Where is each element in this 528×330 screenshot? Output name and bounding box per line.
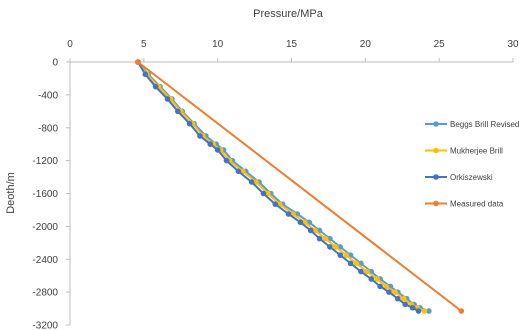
data-point [142,71,149,78]
data-point [197,133,203,139]
data-point [207,141,214,147]
legend-item: Beggs Brill Revised [425,120,519,129]
data-point [307,227,314,234]
y-tick-label: -3200 [32,321,58,330]
legend-swatch-marker [433,174,439,180]
data-point [265,190,271,197]
legend-label: Measured data [450,200,504,209]
data-point [312,227,318,234]
data-point [272,201,279,207]
axes: 0 5 10 15 20 25 30 0 -400 -800 -1200 -1600 -2000 -240… [32,39,519,330]
data-point [426,308,432,314]
y-axis-title: Deoth/m [5,172,17,214]
x-axis-title: Pressure/MPa [253,8,324,20]
series-line [137,61,462,312]
x-tick-label: 25 [434,39,446,50]
data-point [327,244,333,250]
plot-area [135,59,465,314]
legend-item: Measured data [425,200,504,209]
data-point [152,83,159,90]
series-beggs-brill-revised [135,59,432,314]
legend-label: Beggs Brill Revised [450,120,519,129]
data-point [253,179,259,185]
data-point [260,190,267,197]
data-point [248,179,255,185]
series-measured-data [135,59,465,314]
y-tick-label: -1200 [32,156,58,167]
x-tick-label: 30 [507,39,519,50]
data-point [377,283,383,290]
x-tick-label: 10 [212,39,224,50]
data-point [374,276,380,282]
y-tick-label: -2400 [32,255,58,266]
data-point [364,268,370,275]
data-point [386,289,392,295]
legend-item: Orkiszewski [425,173,493,182]
legend-swatch-marker [433,200,439,207]
data-point [235,168,242,175]
data-point [402,301,409,308]
x-tick-label: 20 [360,39,372,50]
series-line [137,61,430,312]
data-point [358,268,364,275]
x-tick-label: 0 [67,39,73,50]
series-line [137,61,425,312]
data-point [322,235,329,242]
y-tick-label: -400 [38,90,58,101]
x-tick-label: 15 [286,39,298,50]
data-point [316,235,323,242]
y-tick-label: -1600 [32,189,58,200]
series-line [137,61,419,312]
data-point [135,59,141,65]
data-point [347,260,354,267]
data-point [337,252,344,258]
data-point [343,252,349,258]
legend-label: Mukherjee Brill [450,147,503,156]
legend: Beggs Brill Revised Mukherjee Brill Orkisz… [425,120,519,209]
data-point [297,219,304,226]
series-orkiszewski [135,59,422,314]
y-tick-label: 0 [52,58,58,69]
legend-item: Mukherjee Brill [425,147,503,156]
data-point [392,289,398,295]
y-tick-label: -2800 [32,288,58,299]
data-point [458,308,465,314]
series-mukherjee-brill [135,59,428,314]
data-point [285,211,292,217]
data-point [223,157,230,164]
data-point [421,308,428,314]
data-point [214,147,221,153]
data-point [164,96,171,102]
data-point [174,108,181,115]
y-tick-label: -2000 [32,222,58,233]
data-point [368,276,375,282]
legend-swatch-marker [433,147,439,154]
legend-label: Orkiszewski [450,173,493,182]
legend-swatch-marker [433,121,439,127]
data-point [400,295,407,302]
data-point [415,308,422,314]
data-point [353,260,360,267]
data-point [383,283,389,290]
data-point [186,120,193,127]
y-tick-label: -800 [38,123,58,134]
x-tick-label: 5 [141,39,147,50]
data-point [409,304,416,311]
data-point [395,295,401,302]
data-point [333,244,339,250]
